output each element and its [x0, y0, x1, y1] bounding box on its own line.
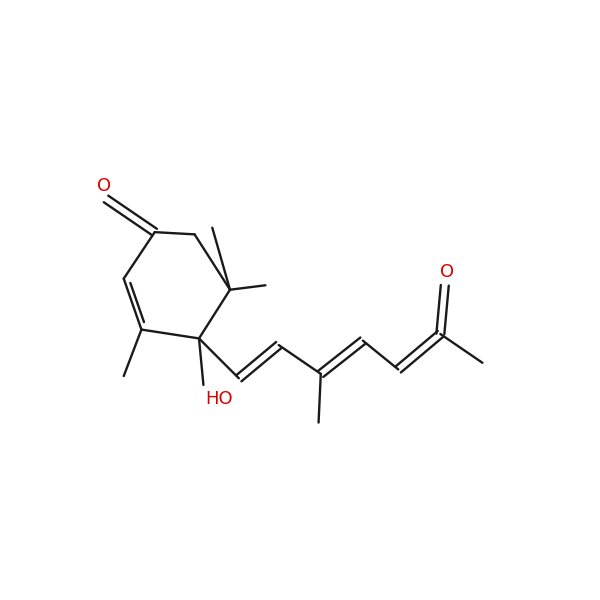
Text: O: O [440, 263, 454, 281]
Text: O: O [97, 178, 111, 196]
Text: HO: HO [206, 390, 233, 408]
